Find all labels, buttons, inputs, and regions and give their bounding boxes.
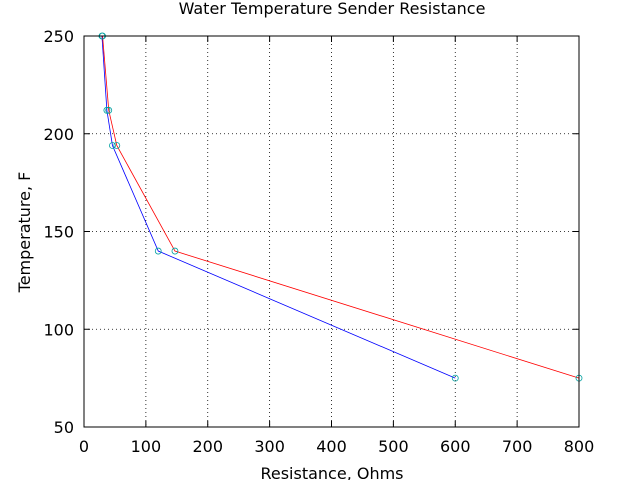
y-tick-label: 150 [43, 223, 74, 242]
y-tick-label: 200 [43, 125, 74, 144]
y-tick-label: 250 [43, 27, 74, 46]
series-2-line [102, 35, 580, 379]
data-point [113, 142, 121, 149]
x-tick-label: 0 [79, 437, 89, 456]
x-axis-label: Resistance, Ohms [260, 464, 403, 480]
x-tick-label: 200 [192, 437, 223, 456]
data-point [171, 247, 179, 255]
x-tick-label: 600 [440, 437, 471, 456]
data-point [154, 247, 162, 255]
series-1-line [101, 35, 456, 379]
y-tick-label: 50 [54, 418, 74, 437]
data-point [103, 106, 111, 114]
grid [84, 36, 579, 427]
data-point [451, 374, 459, 382]
y-tick-label: 100 [43, 320, 74, 339]
x-tick-label: 500 [378, 437, 409, 456]
axis-ticks: 0 100 200 300 400 500 600 700 800 50 100 150 200 250 [43, 27, 594, 456]
series-layer [98, 32, 583, 382]
y-axis-label: Temperature, F [15, 172, 34, 294]
x-tick-label: 700 [502, 437, 533, 456]
data-point [105, 106, 113, 114]
x-tick-label: 100 [131, 437, 162, 456]
chart-title: Water Temperature Sender Resistance [179, 0, 486, 18]
x-tick-label: 800 [564, 437, 595, 456]
x-tick-label: 400 [316, 437, 347, 456]
x-tick-label: 300 [254, 437, 285, 456]
data-point [109, 142, 116, 149]
